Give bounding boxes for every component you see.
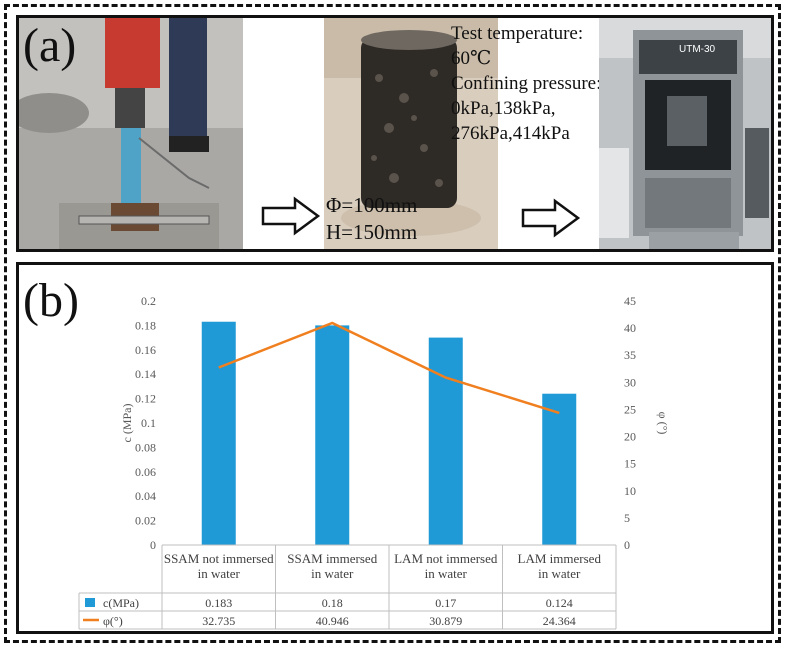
x-category-label: in water: [538, 566, 581, 581]
y-tick-label: 0.18: [135, 318, 156, 332]
y-tick-label: 0: [150, 538, 156, 552]
panel-b: (b) 0 0.02 0.04 0.06 0.08 0.1 0.12 0.14 0.16 0.18…: [16, 262, 774, 634]
confining-pressure-values-2: 276kPa,414kPa: [451, 123, 570, 144]
test-temperature-label: Test temperature:: [451, 23, 584, 44]
table-value-c: 0.124: [546, 596, 573, 610]
combo-chart: 0 0.02 0.04 0.06 0.08 0.1 0.12 0.14 0.16 0.18 0.2 0…: [78, 294, 670, 630]
x-category-label: LAM not immersed: [394, 551, 498, 566]
x-category-label: LAM immersed: [518, 551, 602, 566]
y-tick-label: 0.2: [141, 294, 156, 308]
table-value-phi: 30.879: [429, 614, 462, 628]
y2-tick-label: 35: [624, 348, 636, 362]
utm-label: UTM-30: [679, 44, 716, 55]
x-category-label: in water: [425, 566, 468, 581]
y2-axis-title: φ (°): [656, 412, 670, 435]
legend-label-phi: φ(°): [103, 614, 123, 628]
x-category-label: SSAM immersed: [287, 551, 377, 566]
y2-tick-label: 30: [624, 375, 636, 389]
y-tick-label: 0.16: [135, 343, 156, 357]
y-tick-label: 0.12: [135, 392, 156, 406]
y-tick-label: 0.04: [135, 489, 156, 503]
y2-tick-label: 10: [624, 484, 636, 498]
legend-label-c: c(MPa): [103, 596, 139, 610]
y-tick-label: 0.1: [141, 416, 156, 430]
confining-pressure-values-1: 0kPa,138kPa,: [451, 98, 556, 119]
x-category-label: SSAM not immersed: [164, 551, 274, 566]
panel-a: (a) Φ=100mm H=150mm Test temperature: 60…: [16, 15, 774, 252]
y-tick-label: 0.02: [135, 514, 156, 528]
arrow-right-icon: [261, 196, 321, 236]
y2-tick-label: 0: [624, 538, 630, 552]
legend-key-c: [85, 598, 95, 607]
line-phi: [218, 321, 560, 415]
y2-tick-label: 5: [624, 511, 630, 525]
y-tick-label: 0.08: [135, 440, 156, 454]
specimen-diameter-text: Φ=100mm: [326, 193, 418, 217]
y2-tick-label: 15: [624, 457, 636, 471]
y-axis-title: c (MPa): [120, 404, 134, 443]
bar-c-2: [315, 325, 350, 545]
bar-c-1: [201, 321, 236, 545]
panel-a-label: (a): [23, 19, 77, 72]
y-tick-label: 0.14: [135, 367, 156, 381]
y2-tick-label: 40: [624, 321, 636, 335]
test-temperature-value: 60℃: [451, 48, 492, 69]
arrow-right-icon: [521, 198, 581, 238]
y2-tick-label: 20: [624, 430, 636, 444]
panel-b-label: (b): [23, 274, 79, 327]
table-value-phi: 40.946: [316, 614, 349, 628]
y2-tick-label: 45: [624, 294, 636, 308]
table-value-c: 0.18: [322, 596, 343, 610]
x-category-label: in water: [198, 566, 241, 581]
figure-frame: [4, 4, 781, 643]
confining-pressure-label: Confining pressure:: [451, 73, 602, 94]
y-tick-label: 0.06: [135, 465, 156, 479]
specimen-photo: [324, 18, 498, 249]
bar-c-4: [542, 393, 577, 545]
specimen-height-text: H=150mm: [326, 220, 418, 244]
utm-machine-photo: [599, 18, 771, 249]
table-value-c: 0.183: [205, 596, 232, 610]
y2-tick-label: 25: [624, 402, 636, 416]
table-value-c: 0.17: [435, 596, 456, 610]
bar-c-3: [428, 337, 463, 545]
table-value-phi: 32.735: [202, 614, 235, 628]
table-value-phi: 24.364: [543, 614, 576, 628]
x-category-label: in water: [311, 566, 354, 581]
core-drilling-photo: [19, 18, 243, 249]
